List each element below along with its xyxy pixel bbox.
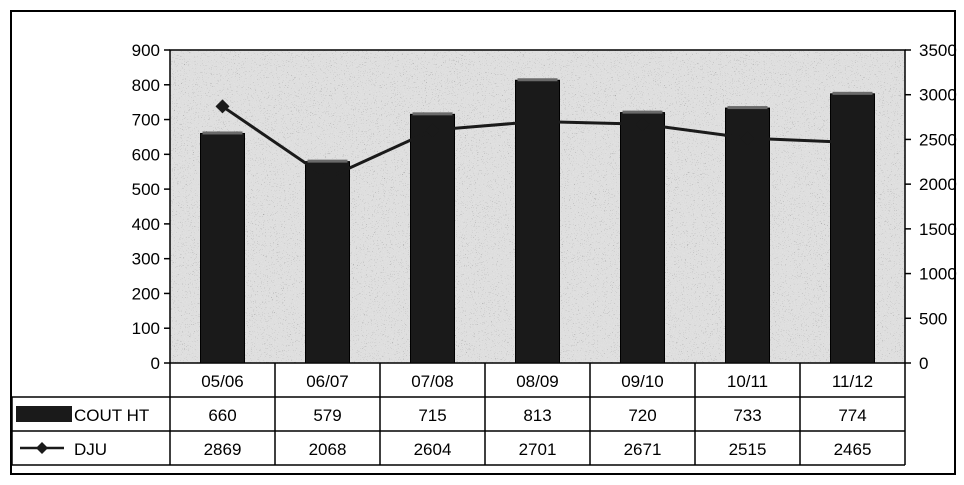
line-point: [320, 171, 335, 186]
category-label: 08/09: [516, 372, 559, 391]
line-value-cell: 2701: [519, 440, 557, 459]
line-value-cell: 2604: [414, 440, 452, 459]
right-tick-label: 2000: [919, 175, 957, 194]
right-y-axis: 0 500 1000 1500 2000 2500 3000 3500: [905, 41, 957, 373]
legend-key-bar: [16, 406, 72, 422]
left-tick-label: 200: [132, 284, 160, 303]
left-tick-label: 300: [132, 250, 160, 269]
bar: [305, 161, 350, 364]
left-tick-label: 600: [132, 145, 160, 164]
legend-label-cout: COUT HT: [74, 406, 149, 425]
line-value-cell: 2465: [834, 440, 872, 459]
bar-cap: [832, 91, 873, 95]
bar-cap: [517, 78, 558, 82]
left-tick-label: 400: [132, 215, 160, 234]
bar: [725, 107, 770, 364]
bar: [620, 112, 665, 364]
bar-cap: [307, 159, 348, 163]
left-tick-label: 900: [132, 41, 160, 60]
line-value-cell: 2869: [204, 440, 242, 459]
category-label: 09/10: [621, 372, 664, 391]
data-table: 05/06 06/07 07/08 08/09 09/10 10/11 11/12 660 57…: [11, 363, 906, 466]
bar-value-cell: 715: [418, 406, 446, 425]
left-tick-label: 100: [132, 319, 160, 338]
category-label: 05/06: [201, 372, 244, 391]
left-tick-label: 500: [132, 180, 160, 199]
right-tick-label: 1000: [919, 265, 957, 284]
bar-cap: [202, 131, 243, 135]
category-label: 11/12: [832, 372, 873, 391]
left-y-axis: 0 100 200 300 400 500 600 700 800 900: [132, 41, 170, 373]
left-tick-label: 800: [132, 76, 160, 95]
category-label: 10/11: [727, 372, 768, 391]
right-tick-label: 1500: [919, 220, 957, 239]
line-point: [215, 99, 230, 114]
category-label: 06/07: [306, 372, 349, 391]
bar: [200, 132, 245, 364]
bar-cap: [622, 110, 663, 114]
bar-value-cell: 733: [733, 406, 761, 425]
right-tick-label: 3000: [919, 86, 957, 105]
right-tick-label: 3500: [919, 41, 957, 60]
line-value-cell: 2671: [624, 440, 662, 459]
legend-key-marker: [36, 442, 48, 454]
bar-cap: [412, 112, 453, 116]
line-point: [740, 131, 755, 146]
line-value-cell: 2068: [309, 440, 347, 459]
line-value-cell: 2515: [729, 440, 767, 459]
right-tick-label: 2500: [919, 130, 957, 149]
bar-value-cell: 660: [208, 406, 236, 425]
bar: [830, 93, 875, 364]
right-tick-label: 0: [919, 354, 928, 373]
bar-value-cell: 813: [523, 406, 551, 425]
bar: [410, 113, 455, 364]
line-series: [215, 99, 860, 186]
right-tick-label: 500: [919, 309, 947, 328]
bar-value-cell: 774: [838, 406, 866, 425]
bar-value-cell: 720: [628, 406, 656, 425]
bar-value-cell: 579: [313, 406, 341, 425]
category-label: 07/08: [411, 372, 454, 391]
line-point: [845, 135, 860, 150]
left-tick-label: 0: [151, 354, 160, 373]
line-point: [425, 123, 440, 138]
left-tick-label: 700: [132, 111, 160, 130]
legend-label-dju: DJU: [74, 440, 107, 459]
line-point: [530, 114, 545, 129]
line-point: [635, 117, 650, 132]
bar-cap: [727, 106, 768, 110]
